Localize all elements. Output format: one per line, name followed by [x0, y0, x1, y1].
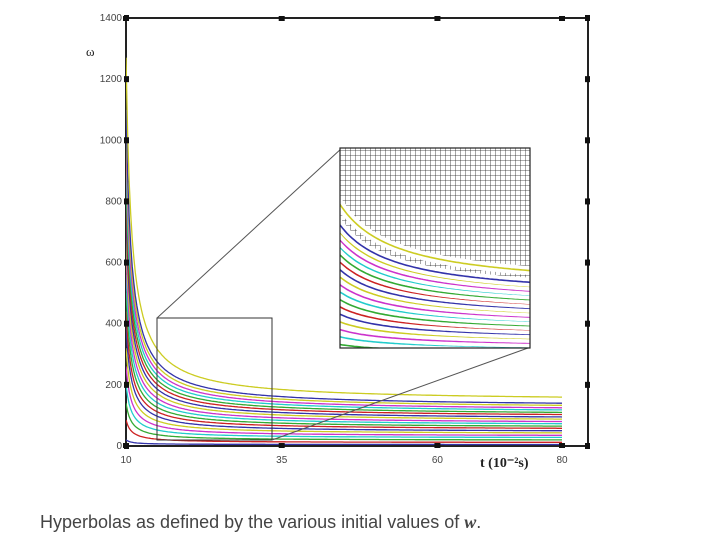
curve-7	[126, 328, 562, 432]
y-tick-label-800: 800	[105, 196, 122, 207]
inset-curve-16	[340, 245, 530, 296]
y-tick-mark-right-1200	[585, 76, 590, 83]
inset-curve-8	[340, 305, 530, 331]
inset-curve-15	[340, 253, 530, 301]
inset-curve-6	[340, 321, 530, 340]
y-tick-mark-right-800	[585, 198, 590, 205]
zoom-rectangle	[156, 317, 273, 441]
x-tick-mark-60	[434, 443, 441, 448]
x-tick-mark-top-80	[559, 16, 565, 21]
y-tick-mark-right-1400	[585, 15, 590, 21]
inset-curve-11	[340, 283, 530, 318]
inset-curve-7	[340, 313, 530, 336]
curve-3	[126, 403, 562, 441]
x-axis-label: t (10⁻²s)	[480, 456, 529, 471]
inset-curve-10	[340, 291, 530, 322]
y-tick-label-1000: 1000	[100, 135, 123, 146]
curve-12	[126, 238, 562, 420]
inset-curve-19	[340, 223, 530, 284]
curve-15	[126, 183, 562, 414]
x-ticks: 10 35 60 80	[120, 16, 568, 466]
y-axis-label: ω	[86, 44, 95, 59]
y-tick-label-0: 0	[116, 441, 122, 452]
curve-18	[126, 128, 562, 406]
curve-2	[126, 419, 562, 443]
curve-9	[126, 293, 562, 427]
x-tick-mark-top-60	[434, 16, 441, 21]
curve-5	[126, 366, 562, 436]
inset-curve-4	[340, 335, 530, 348]
x-tick-label-10: 10	[120, 455, 132, 466]
y-ticks: 0 200 400 600 800 1000 1200 1400	[100, 13, 590, 452]
y-tick-mark-800	[124, 198, 129, 205]
curve-10	[126, 274, 562, 425]
inset-curve-13	[340, 268, 530, 310]
inset-curve-18	[340, 230, 530, 288]
y-tick-mark-right-0	[585, 443, 590, 449]
x-tick-mark-top-35	[278, 16, 285, 21]
curve-6	[126, 348, 562, 434]
y-tick-mark-right-400	[585, 320, 590, 327]
curve-20	[126, 57, 562, 398]
y-tick-label-600: 600	[105, 258, 122, 269]
figure-caption: Hyperbolas as defined by the various ini…	[40, 512, 680, 533]
y-tick-mark-1000	[124, 137, 129, 144]
caption-text: Hyperbolas as defined by the various ini…	[40, 512, 465, 532]
caption-variable: w	[464, 512, 477, 532]
curve-14	[126, 201, 562, 416]
y-tick-mark-1200	[124, 76, 129, 83]
inset-curve-20	[340, 202, 530, 272]
x-tick-mark-10	[123, 443, 129, 448]
inset-curve-5	[340, 328, 530, 344]
x-tick-mark-top-10	[123, 16, 129, 21]
curve-17	[126, 146, 562, 409]
x-tick-mark-80	[559, 443, 565, 448]
y-tick-mark-400	[124, 320, 129, 327]
inset-curve-9	[340, 298, 530, 327]
y-tick-label-1200: 1200	[100, 74, 123, 85]
inset-curve-14	[340, 260, 530, 305]
inset-curve-12	[340, 276, 530, 314]
curve-16	[126, 164, 562, 411]
zoom-inset	[339, 147, 531, 349]
y-tick-label-200: 200	[105, 380, 122, 391]
caption-end: .	[476, 512, 482, 532]
zoom-connector-bottom	[271, 347, 529, 441]
curve-8	[126, 311, 562, 429]
inset-curve-17	[340, 238, 530, 292]
curve-4	[126, 384, 562, 439]
y-tick-mark-right-1000	[585, 137, 590, 144]
curve-19	[126, 109, 562, 404]
x-tick-label-60: 60	[432, 455, 444, 466]
curve-1	[126, 439, 562, 446]
curve-11	[126, 256, 562, 423]
x-tick-mark-35	[278, 443, 285, 448]
y-tick-mark-600	[124, 259, 129, 266]
x-tick-label-35: 35	[276, 455, 288, 466]
y-tick-mark-right-600	[585, 259, 590, 266]
y-tick-mark-right-200	[585, 381, 590, 388]
y-tick-label-1400: 1400	[100, 13, 123, 24]
y-tick-label-400: 400	[105, 319, 122, 330]
zoom-connector-top	[156, 147, 343, 319]
y-tick-mark-200	[124, 381, 129, 388]
x-tick-label-80: 80	[556, 455, 568, 466]
